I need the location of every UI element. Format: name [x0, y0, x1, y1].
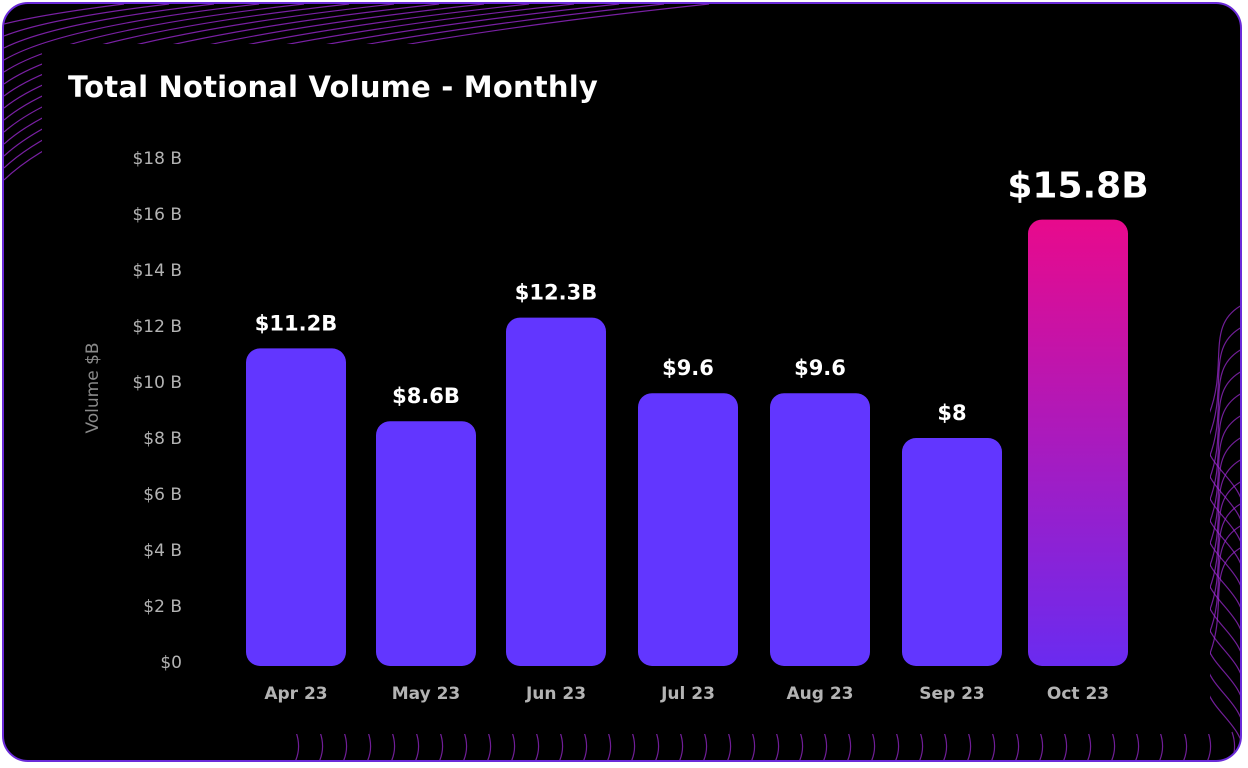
- wave-line: [1135, 731, 1140, 760]
- x-tick-label: Aug 23: [786, 684, 853, 704]
- wave-line: [487, 731, 492, 760]
- wave-line: [1183, 731, 1188, 760]
- y-tick-label: $6 B: [143, 485, 182, 505]
- wave-line: [751, 731, 756, 760]
- y-tick-label: $10 B: [132, 373, 182, 393]
- wave-line: [4, 4, 125, 25]
- wave-line: [511, 731, 516, 760]
- wave-line: [1207, 731, 1212, 760]
- bar-jun-23: [506, 317, 606, 666]
- wave-line: [583, 731, 588, 760]
- data-label: $15.8B: [1007, 166, 1148, 207]
- x-tick-label: Jul 23: [660, 684, 715, 704]
- y-tick-label: $0: [160, 653, 182, 673]
- wave-line: [367, 731, 372, 760]
- wave-line: [967, 731, 972, 760]
- y-tick-label: $16 B: [132, 205, 182, 225]
- data-label: $8: [937, 401, 966, 425]
- wave-line: [319, 731, 324, 760]
- wave-line: [1015, 731, 1020, 760]
- wave-line: [679, 731, 684, 760]
- wave-line: [847, 731, 852, 760]
- wave-line: [1063, 731, 1068, 760]
- x-tick-label: Jun 23: [525, 684, 586, 704]
- data-label: $12.3B: [515, 281, 597, 305]
- wave-line: [703, 731, 708, 760]
- chart-title: Total Notional Volume - Monthly: [68, 70, 598, 104]
- bar-jul-23: [638, 393, 738, 666]
- wave-line: [295, 731, 300, 760]
- wave-line: [895, 731, 900, 760]
- wave-line: [1087, 731, 1092, 760]
- wave-line: [4, 4, 260, 61]
- wave-line: [631, 731, 636, 760]
- y-axis-title: Volume $B: [83, 342, 103, 433]
- wave-line: [559, 731, 564, 760]
- wave-line: [1111, 731, 1116, 760]
- data-label: $9.6: [662, 356, 714, 380]
- x-tick-label: Oct 23: [1047, 684, 1109, 704]
- x-tick-label: Sep 23: [919, 684, 985, 704]
- y-tick-label: $2 B: [143, 597, 182, 617]
- wave-line: [343, 731, 348, 760]
- wave-line: [727, 731, 732, 760]
- y-tick-label: $8 B: [143, 429, 182, 449]
- wave-line: [823, 731, 828, 760]
- x-tick-label: Apr 23: [264, 684, 327, 704]
- wave-line: [871, 731, 876, 760]
- wave-line: [1159, 731, 1164, 760]
- bar-sep-23: [902, 438, 1002, 666]
- wave-line: [391, 731, 396, 760]
- wave-line: [1039, 731, 1044, 760]
- y-tick-label: $18 B: [132, 149, 182, 169]
- y-tick-label: $12 B: [132, 317, 182, 337]
- wave-line: [439, 731, 444, 760]
- wave-line: [4, 4, 350, 85]
- y-tick-label: $4 B: [143, 541, 182, 561]
- wave-line: [799, 731, 804, 760]
- data-label: $9.6: [794, 356, 846, 380]
- wave-line: [535, 731, 540, 760]
- bar-may-23: [376, 421, 476, 666]
- wave-line: [775, 731, 780, 760]
- wave-line: [655, 731, 660, 760]
- wave-line: [4, 4, 305, 73]
- wave-line: [943, 731, 948, 760]
- chart-panel: [42, 44, 1210, 734]
- wave-line: [991, 731, 996, 760]
- wave-line: [607, 731, 612, 760]
- wave-line: [415, 731, 420, 760]
- x-tick-label: May 23: [392, 684, 461, 704]
- wave-line: [463, 731, 468, 760]
- data-label: $11.2B: [255, 311, 337, 335]
- bar-oct-23: [1028, 219, 1128, 666]
- data-label: $8.6B: [392, 384, 460, 408]
- wave-line: [919, 731, 924, 760]
- bar-aug-23: [770, 393, 870, 666]
- wave-line: [4, 4, 215, 49]
- wave-line: [1231, 731, 1236, 760]
- wave-line: [4, 4, 170, 37]
- y-tick-label: $14 B: [132, 261, 182, 281]
- bar-apr-23: [246, 348, 346, 666]
